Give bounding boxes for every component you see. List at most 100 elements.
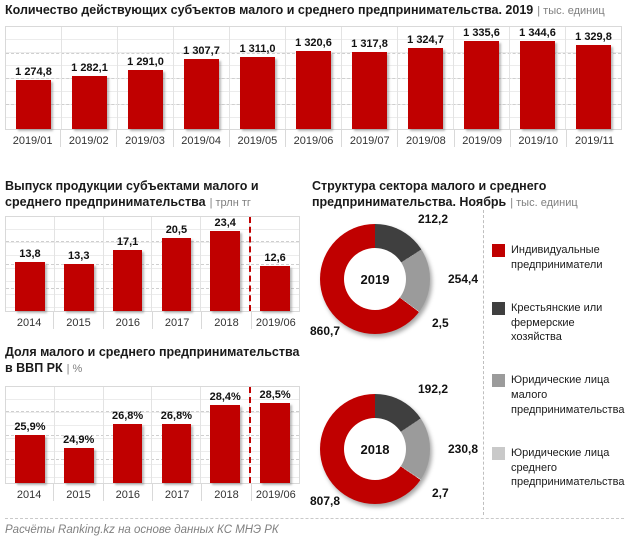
bar <box>15 261 45 311</box>
plot-area: 13,8 13,3 17,1 20,5 23,4 12,6 <box>5 216 300 312</box>
x-axis-label: 2017 <box>153 312 203 329</box>
bar-value-label: 1 311,0 <box>239 42 276 55</box>
bar <box>63 263 94 311</box>
bar-value-label: 12,6 <box>264 252 286 265</box>
footer-source-note: Расчёты Ranking.kz на основе данных КС М… <box>5 524 279 536</box>
footer-divider <box>5 518 624 519</box>
bar-column: 1 307,7 <box>174 27 230 129</box>
bar <box>464 41 499 129</box>
bar-column: 23,4 <box>201 217 251 311</box>
slice-value-label: 230,8 <box>448 442 479 456</box>
bar <box>520 41 555 129</box>
bar <box>260 266 290 311</box>
bar-column: 1 324,7 <box>398 27 454 129</box>
legend-item: Юридические лица среднего предпринимател… <box>492 446 625 491</box>
x-axis-label: 2018 <box>202 484 252 501</box>
bar <box>260 403 290 483</box>
legend-item: Юридические лица малого предпринимательс… <box>492 373 625 418</box>
bar-value-label: 1 335,6 <box>463 27 500 39</box>
bar <box>240 56 275 129</box>
section-title-structure-text: Структура сектора малого и среднего пред… <box>312 179 547 210</box>
bar-column: 13,8 <box>6 217 55 311</box>
section-title-structure-unit: | тыс. единиц <box>510 197 578 210</box>
bar-column: 28,4% <box>201 387 251 483</box>
bar-column: 26,8% <box>152 387 202 483</box>
legend-label: Крестьянские или фермерские хозяйства <box>511 301 603 344</box>
bar-column: 1 335,6 <box>454 27 510 129</box>
legend-swatch-lightgray <box>492 446 505 460</box>
legend-label: Индивидуальные предприниматели <box>511 244 603 271</box>
bar <box>72 75 107 129</box>
bar <box>296 50 331 129</box>
legend-swatch-red <box>492 244 505 257</box>
bar-value-label: 28,5% <box>259 389 291 402</box>
slice-value-label: 2,7 <box>432 486 449 500</box>
bar <box>128 69 163 129</box>
x-axis-label: 2019/06 <box>286 130 343 147</box>
donut-2019: 2019 212,2 254,4 2,5 860,7 <box>310 212 478 338</box>
chart-active-subjects: 1 274,8 1 282,1 1 291,0 1 307,7 1 311,0 1 320… <box>5 26 622 147</box>
x-axis-label: 2019/07 <box>342 130 399 147</box>
bar <box>63 447 94 483</box>
slice-value-label: 254,4 <box>448 272 479 286</box>
chart-output: 13,8 13,3 17,1 20,5 23,4 12,6 2014 2015 2016 201… <box>5 216 300 329</box>
bar <box>210 404 241 483</box>
x-axis-label: 2019/10 <box>511 130 567 147</box>
bar <box>184 59 219 129</box>
bar-value-label: 1 329,8 <box>575 30 612 43</box>
bar <box>112 424 143 483</box>
x-axis-label: 2016 <box>104 312 153 329</box>
section-title-share-text: Доля малого и среднего предпринимательст… <box>5 345 300 376</box>
donut-2018: 2018 192,2 230,8 2,7 807,8 <box>310 382 478 508</box>
x-axis-label: 2016 <box>104 484 153 501</box>
bar-value-label: 17,1 <box>116 236 139 249</box>
bar-value-label: 1 274,8 <box>15 66 52 79</box>
bar <box>161 424 192 483</box>
page-title-unit: | тыс. единиц <box>537 5 605 17</box>
plot-area: 25,9% 24,9% 26,8% 26,8% 28,4% 28,5% <box>5 386 300 484</box>
bar-column: 20,5 <box>152 217 202 311</box>
bar-value-label: 13,3 <box>68 249 90 262</box>
page-title-text: Количество действующих субъектов малого … <box>5 3 534 17</box>
x-axis-label: 2019/04 <box>174 130 230 147</box>
x-axis: 2014 2015 2016 2017 2018 2019/06 <box>5 484 300 501</box>
slice-value-label: 807,8 <box>310 494 341 508</box>
plot-area: 1 274,8 1 282,1 1 291,0 1 307,7 1 311,0 1 320… <box>5 26 622 130</box>
x-axis-label: 2019/08 <box>398 130 455 147</box>
slice-value-label: 212,2 <box>418 212 449 226</box>
section-title-structure: Структура сектора малого и среднего пред… <box>312 178 622 211</box>
legend-swatch-darkgray <box>492 301 505 315</box>
x-axis-label: 2019/05 <box>230 130 286 147</box>
bar-column: 1 291,0 <box>118 27 174 129</box>
bar-value-label: 20,5 <box>165 224 188 237</box>
x-axis-label: 2014 <box>5 484 55 501</box>
bar-value-label: 1 324,7 <box>407 33 444 46</box>
bar-column: 1 329,8 <box>566 27 621 129</box>
page-title: Количество действующих субъектов малого … <box>5 3 624 17</box>
bar-value-label: 1 282,1 <box>71 61 108 74</box>
bar-column: 12,6 <box>249 217 299 311</box>
bar-column: 1 311,0 <box>230 27 286 129</box>
x-axis-label: 2019/02 <box>61 130 118 147</box>
x-axis-label: 2019/01 <box>5 130 62 147</box>
legend-label: Юридические лица малого предпринимательс… <box>511 374 625 416</box>
bar-value-label: 1 307,7 <box>183 45 220 57</box>
bar-column: 1 274,8 <box>6 27 62 129</box>
bar-column: 1 282,1 <box>62 27 118 129</box>
bar <box>15 435 45 483</box>
x-axis-label: 2019/03 <box>117 130 174 147</box>
bar-value-label: 24,9% <box>63 433 95 446</box>
section-title-share-unit: | % <box>66 363 83 376</box>
x-axis: 2019/01 2019/02 2019/03 2019/04 2019/05 2019/… <box>5 130 622 147</box>
slice-value-label: 860,7 <box>310 324 341 338</box>
bar <box>112 250 143 311</box>
bar <box>352 52 387 129</box>
bar-value-label: 26,8% <box>160 410 192 423</box>
x-axis-label: 2019/06 <box>255 489 296 501</box>
x-axis-label: 2014 <box>5 312 55 329</box>
x-axis: 2014 2015 2016 2017 2018 2019/06 <box>5 312 300 329</box>
bar <box>16 80 51 129</box>
bar-value-label: 28,4% <box>209 390 241 403</box>
bar-value-label: 1 291,0 <box>127 55 164 68</box>
